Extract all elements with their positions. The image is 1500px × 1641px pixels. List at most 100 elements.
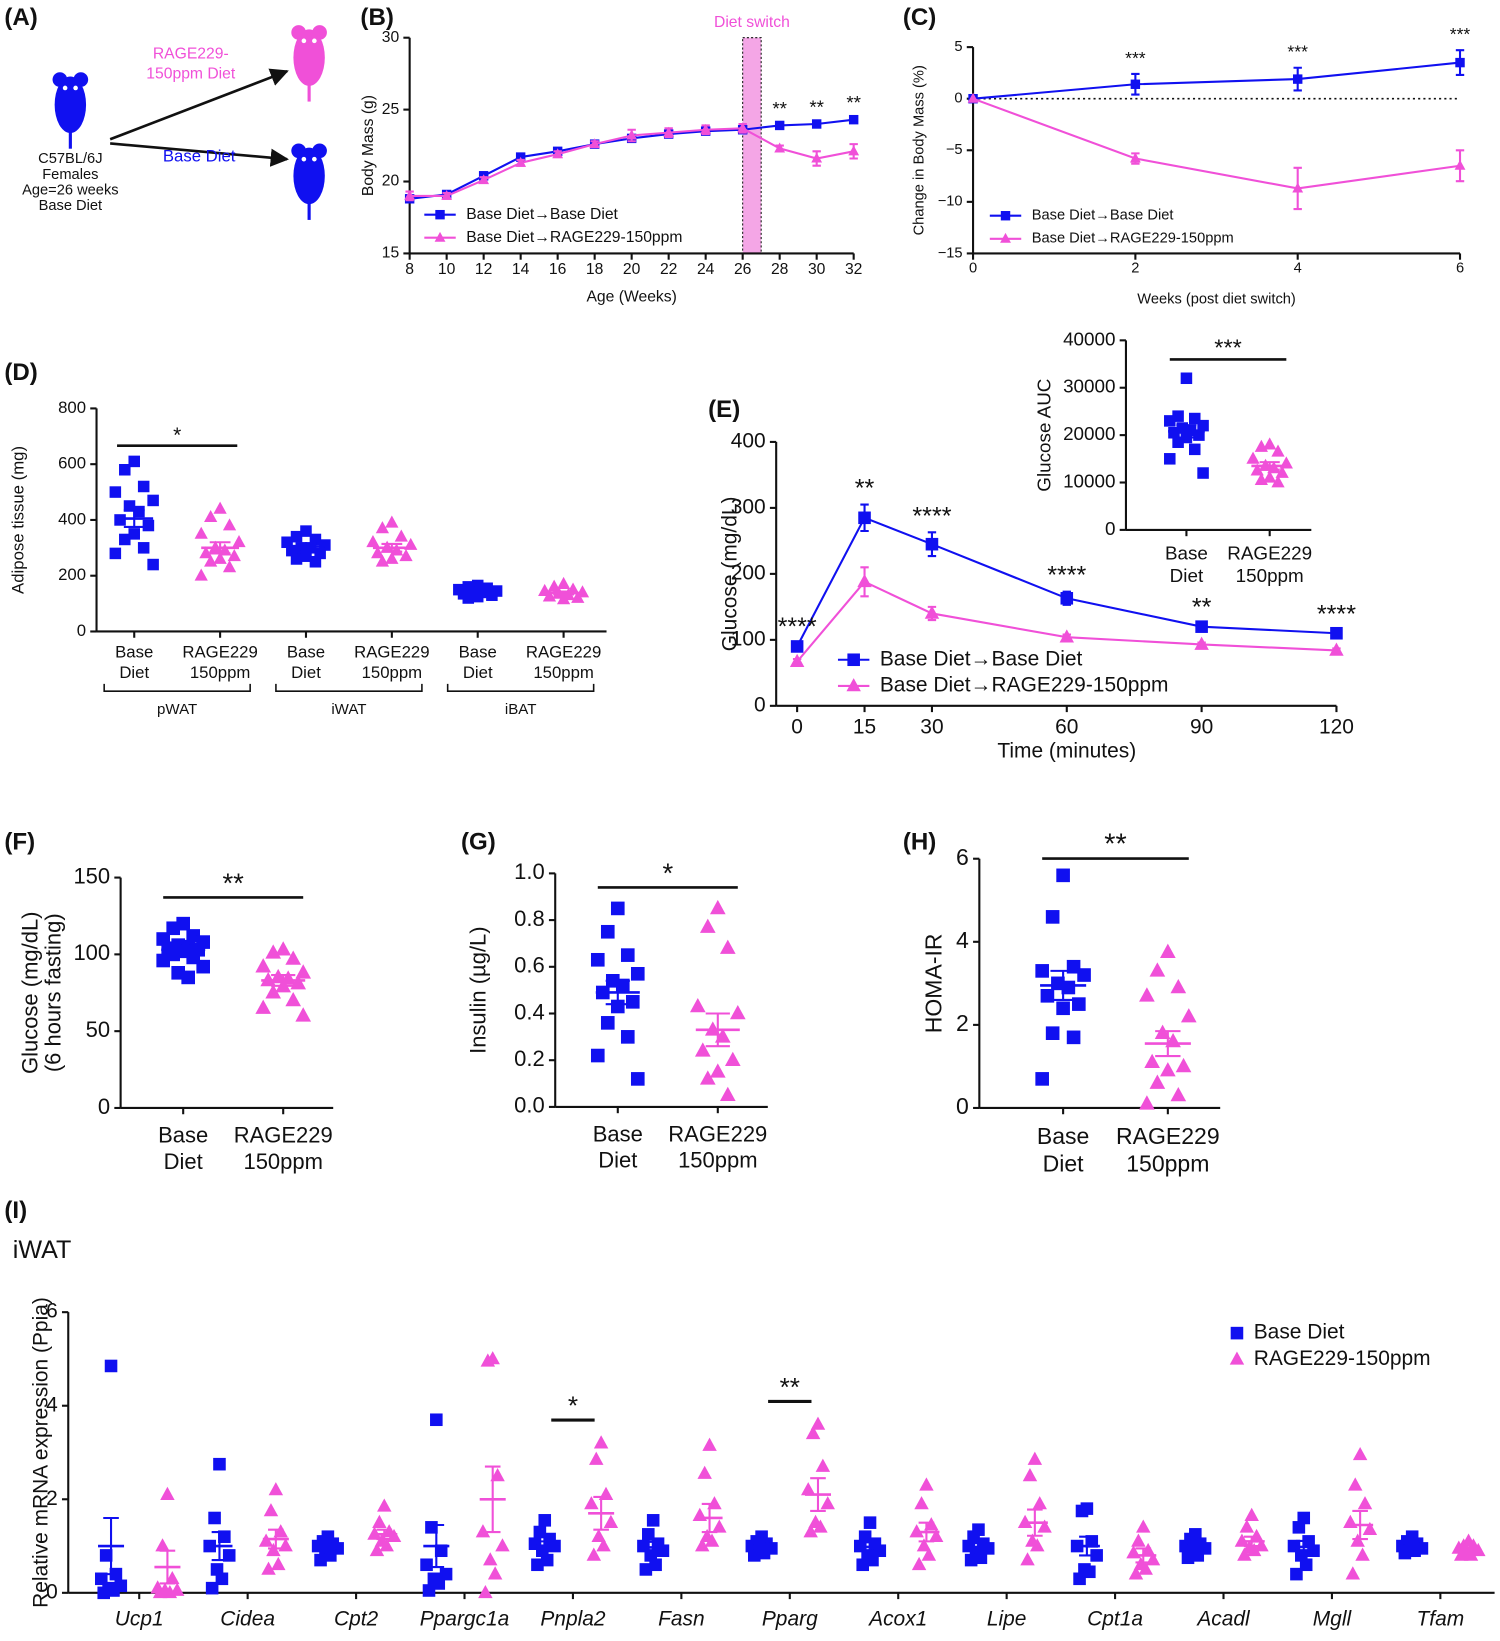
marker-triangle xyxy=(1229,1351,1245,1365)
error-bar xyxy=(1460,1546,1477,1553)
panel-label: (F) xyxy=(4,828,35,855)
marker-triangle xyxy=(162,1584,178,1599)
marker-triangle xyxy=(372,1514,387,1529)
marker-triangle xyxy=(1160,943,1176,958)
y-tick-label: 20 xyxy=(382,173,400,190)
y-tick-label: 2 xyxy=(46,1487,58,1510)
marker-triangle xyxy=(213,501,227,514)
marker-triangle xyxy=(556,576,571,589)
marker-triangle xyxy=(1246,451,1260,464)
error-bar xyxy=(1404,1542,1420,1550)
y-tick-label: 4 xyxy=(46,1393,58,1416)
marker-square xyxy=(1060,592,1074,605)
y-tick-label: 40000 xyxy=(1063,328,1115,349)
marker-square xyxy=(1085,1535,1099,1548)
arm-label: 150ppm Diet xyxy=(146,65,236,82)
y-tick-label: 0 xyxy=(98,1094,110,1119)
marker-triangle xyxy=(255,958,272,973)
marker-square xyxy=(620,1030,635,1044)
marker-triangle xyxy=(707,1496,722,1510)
marker-triangle xyxy=(704,1533,720,1547)
marker-square xyxy=(1398,1546,1412,1560)
marker-triangle xyxy=(295,964,312,979)
x-tick-label: Diet xyxy=(164,1149,203,1174)
marker-square xyxy=(847,653,860,667)
series-line xyxy=(796,516,1337,647)
marker-square xyxy=(1083,1565,1096,1579)
y-tick-label: 0 xyxy=(956,1093,969,1119)
x-tick-label: 26 xyxy=(734,261,752,278)
marker-square xyxy=(462,592,475,604)
marker-triangle xyxy=(434,231,446,242)
marker-square xyxy=(866,1553,879,1567)
marker-triangle xyxy=(255,999,272,1014)
marker-triangle xyxy=(1140,1542,1156,1557)
arm-label: Base Diet xyxy=(163,147,236,166)
significance-label: ** xyxy=(1192,593,1212,621)
marker-triangle xyxy=(1239,1519,1255,1533)
marker-square xyxy=(1197,419,1209,432)
marker-triangle xyxy=(261,1561,276,1575)
marker-square xyxy=(1075,1504,1089,1518)
x-tick-label: Base xyxy=(287,643,325,662)
marker-triangle xyxy=(204,554,218,567)
marker-triangle xyxy=(275,941,292,956)
marker-square xyxy=(630,1072,645,1086)
significance-label: ** xyxy=(780,1372,800,1402)
error-bar xyxy=(1259,461,1280,471)
series-line xyxy=(972,97,1461,190)
marker-triangle xyxy=(921,1547,937,1561)
group-bracket xyxy=(103,683,251,692)
y-tick-label: 400 xyxy=(731,429,766,452)
marker-triangle xyxy=(199,546,213,559)
marker-square xyxy=(119,463,131,476)
marker-square xyxy=(538,1514,552,1527)
marker-square xyxy=(142,519,155,532)
y-axis-label: Glucose AUC xyxy=(1033,379,1054,492)
marker-square xyxy=(319,539,331,551)
marker-square xyxy=(156,953,170,968)
y-axis-label: Insulin (µg/L) xyxy=(466,926,491,1054)
x-axis-label: Weeks (post diet switch) xyxy=(1137,291,1296,307)
marker-triangle xyxy=(1246,1542,1262,1557)
marker-triangle xyxy=(848,145,860,156)
marker-triangle xyxy=(1128,1566,1144,1580)
group-bracket xyxy=(446,683,595,692)
marker-triangle xyxy=(194,526,208,539)
marker-triangle xyxy=(1263,470,1277,483)
marker-square xyxy=(790,640,804,653)
y-tick-label: 6 xyxy=(956,844,969,870)
marker-triangle xyxy=(924,605,940,619)
error-bar xyxy=(753,1542,770,1550)
marker-square xyxy=(540,1553,554,1567)
marker-triangle xyxy=(1350,1533,1365,1547)
x-tick-label: 0 xyxy=(969,261,977,277)
marker-square xyxy=(1195,620,1208,633)
marker-triangle xyxy=(1027,1451,1043,1465)
error-bar xyxy=(605,979,630,1006)
panel-label: (A) xyxy=(4,4,37,31)
significance-label: ** xyxy=(846,92,861,113)
marker-triangle xyxy=(265,944,282,959)
marker-square xyxy=(128,455,140,468)
x-tick-label: 4 xyxy=(1294,261,1302,277)
significance-label: * xyxy=(662,858,673,889)
panel-label: (D) xyxy=(4,359,37,386)
marker-square xyxy=(600,924,615,939)
error-bar xyxy=(320,1543,336,1552)
error-bar xyxy=(1155,1030,1181,1058)
y-axis-label: Body Mass (g) xyxy=(360,95,377,196)
marker-triangle xyxy=(1271,475,1285,488)
marker-triangle xyxy=(815,1458,831,1472)
arrow xyxy=(109,68,289,141)
significance-label: **** xyxy=(912,502,951,530)
mouse-body xyxy=(293,29,325,86)
marker-triangle xyxy=(924,1517,939,1531)
marker-triangle xyxy=(483,1552,498,1566)
error-bar xyxy=(123,509,145,528)
marker-square xyxy=(533,1525,547,1539)
x-tick-label: 150ppm xyxy=(243,1149,322,1174)
x-tick-label: 8 xyxy=(405,261,414,278)
marker-triangle xyxy=(1000,232,1011,243)
